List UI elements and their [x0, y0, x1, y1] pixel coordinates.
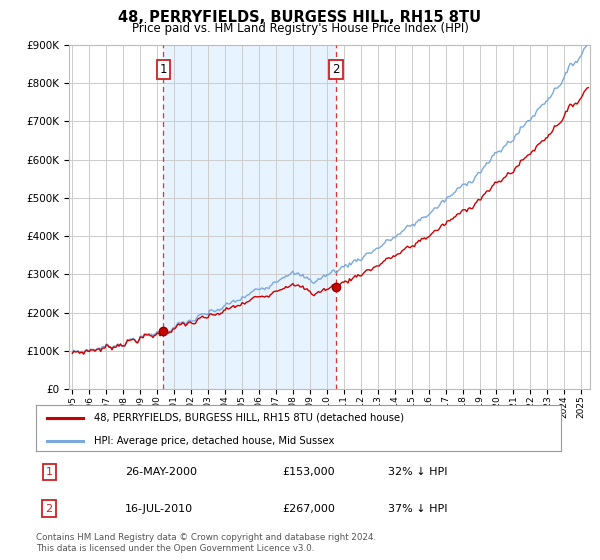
Text: Price paid vs. HM Land Registry's House Price Index (HPI): Price paid vs. HM Land Registry's House … [131, 22, 469, 35]
Text: £153,000: £153,000 [283, 468, 335, 477]
Bar [163, 45, 336, 389]
Text: Contains HM Land Registry data © Crown copyright and database right 2024.
This d: Contains HM Land Registry data © Crown c… [36, 533, 376, 553]
Text: 2: 2 [332, 63, 340, 76]
Text: HPI: Average price, detached house, Mid Sussex: HPI: Average price, detached house, Mid … [94, 436, 334, 446]
Text: 2: 2 [46, 503, 53, 514]
Text: 37% ↓ HPI: 37% ↓ HPI [388, 503, 447, 514]
Text: 32% ↓ HPI: 32% ↓ HPI [388, 468, 447, 477]
Text: £267,000: £267,000 [283, 503, 335, 514]
Text: 1: 1 [46, 468, 53, 477]
Text: 26-MAY-2000: 26-MAY-2000 [125, 468, 197, 477]
Text: 48, PERRYFIELDS, BURGESS HILL, RH15 8TU (detached house): 48, PERRYFIELDS, BURGESS HILL, RH15 8TU … [94, 413, 404, 423]
Text: 1: 1 [160, 63, 167, 76]
Text: 16-JUL-2010: 16-JUL-2010 [125, 503, 193, 514]
Text: 48, PERRYFIELDS, BURGESS HILL, RH15 8TU: 48, PERRYFIELDS, BURGESS HILL, RH15 8TU [118, 10, 482, 25]
